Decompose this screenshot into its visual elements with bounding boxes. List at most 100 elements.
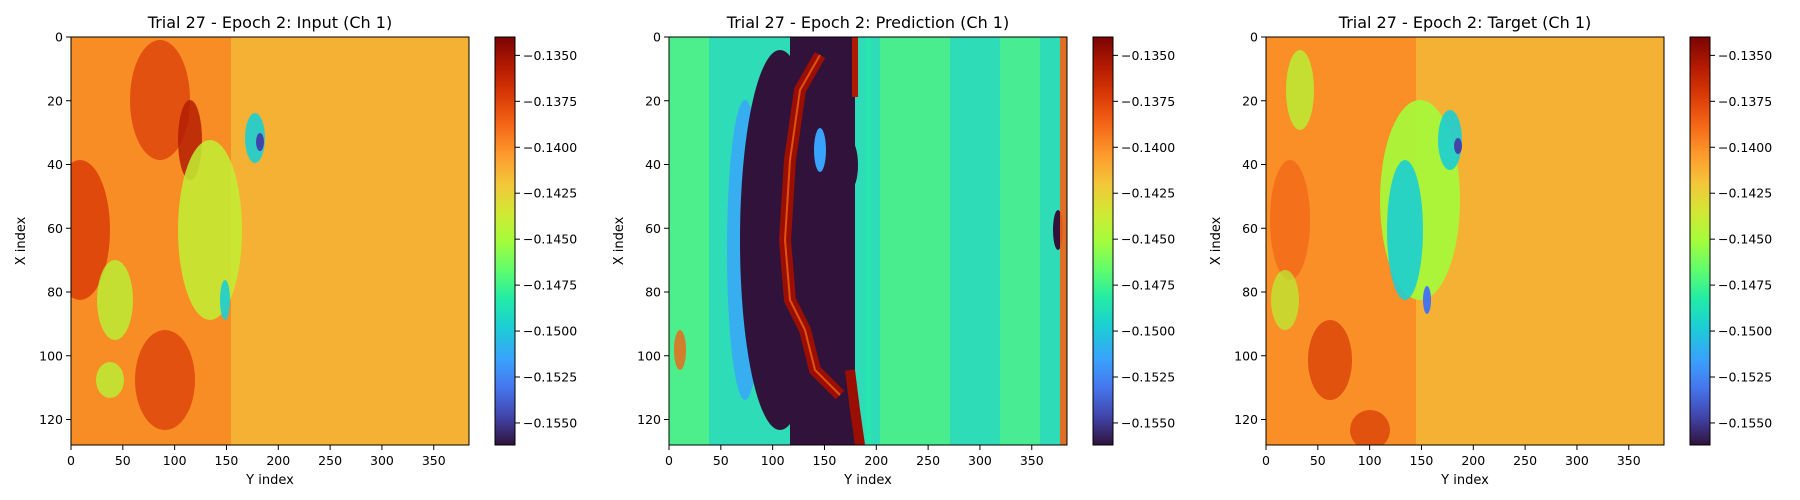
colorbar-tick-label: −0.1425 bbox=[1718, 186, 1772, 201]
panel-title: Trial 27 - Epoch 2: Prediction (Ch 1) bbox=[726, 13, 1009, 32]
y-tick-label: 0 bbox=[1250, 30, 1258, 45]
colorbar-tick-label: −0.1450 bbox=[1718, 232, 1772, 247]
x-tick-label: 150 bbox=[813, 453, 837, 468]
red-filament bbox=[845, 369, 865, 445]
plot-frame bbox=[668, 36, 1068, 446]
colorbar-tick-label: −0.1400 bbox=[1718, 140, 1772, 155]
colorbar-tick-label: −0.1475 bbox=[523, 278, 577, 293]
colorbar-tick-label: −0.1425 bbox=[523, 186, 577, 201]
x-tick-label: 200 bbox=[1461, 453, 1485, 468]
colorbar-tick-label: −0.1525 bbox=[1718, 370, 1772, 385]
plot-frame bbox=[1265, 36, 1665, 446]
panel-target: Trial 27 - Epoch 2: Target (Ch 1) 0 50 100… bbox=[1209, 13, 1772, 488]
y-tick-label: 40 bbox=[47, 157, 63, 172]
y-tick-label: 100 bbox=[637, 348, 661, 363]
x-tick-label: 100 bbox=[1358, 453, 1382, 468]
x-tick-label: 350 bbox=[1617, 453, 1641, 468]
hot-spot bbox=[1270, 160, 1310, 280]
red-filament bbox=[783, 54, 841, 396]
panel-title: Trial 27 - Epoch 2: Target (Ch 1) bbox=[1338, 13, 1591, 32]
colorbar-tick-label: −0.1450 bbox=[1121, 232, 1175, 247]
heatmap-field bbox=[1266, 37, 1664, 445]
x-tick-label: 250 bbox=[318, 453, 342, 468]
colorbar-tick-label: −0.1400 bbox=[523, 140, 577, 155]
x-tick-label: 150 bbox=[215, 453, 239, 468]
y-tick-label: 60 bbox=[47, 221, 63, 236]
y-tick-label: 0 bbox=[653, 30, 661, 45]
x-tick-label: 250 bbox=[1513, 453, 1537, 468]
y-tick-label: 40 bbox=[645, 157, 661, 172]
x-tick-label: 50 bbox=[1310, 453, 1326, 468]
hot-spot bbox=[71, 160, 110, 300]
y-tick-label: 80 bbox=[47, 285, 63, 300]
x-tick-label: 350 bbox=[1020, 453, 1044, 468]
y-tick-label: 20 bbox=[47, 93, 63, 108]
colorbar-ticks: −0.1350 −0.1375 −0.1400 −0.1425 −0.1450 −0.14… bbox=[1113, 48, 1175, 430]
colorbar-ticks: −0.1350 −0.1375 −0.1400 −0.1425 −0.1450 −0.14… bbox=[1710, 48, 1772, 430]
green-blob bbox=[1271, 270, 1299, 330]
y-tick-label: 100 bbox=[39, 348, 63, 363]
colorbar-tick-label: −0.1350 bbox=[1718, 48, 1772, 63]
y-tick-label: 20 bbox=[1242, 93, 1258, 108]
colorbar-tick-label: −0.1375 bbox=[1718, 94, 1772, 109]
colorbar-tick-label: −0.1450 bbox=[523, 232, 577, 247]
hot-spot bbox=[1308, 320, 1352, 400]
x-tick-label: 100 bbox=[761, 453, 785, 468]
x-axis-label: Y index bbox=[843, 473, 892, 488]
x-ticks: 0 50 100 150 200 250 300 350 bbox=[67, 445, 446, 468]
colorbar-tick-label: −0.1500 bbox=[523, 324, 577, 339]
x-ticks: 0 50 100 150 200 250 300 350 bbox=[665, 445, 1044, 468]
hot-spot bbox=[130, 40, 190, 160]
x-axis-label: Y index bbox=[1440, 473, 1489, 488]
hot-spot bbox=[135, 330, 195, 430]
y-ticks: 0 20 40 60 80 100 120 bbox=[1234, 30, 1266, 427]
right-edge-band bbox=[1060, 37, 1067, 445]
heatmap-field bbox=[71, 37, 469, 445]
colorbar-tick-label: −0.1475 bbox=[1121, 278, 1175, 293]
blue-spot bbox=[842, 140, 858, 190]
x-tick-label: 250 bbox=[916, 453, 940, 468]
x-tick-label: 0 bbox=[1262, 453, 1270, 468]
x-ticks: 0 50 100 150 200 250 300 350 bbox=[1262, 445, 1641, 468]
x-tick-label: 200 bbox=[864, 453, 888, 468]
colorbar-ticks: −0.1350 −0.1375 −0.1400 −0.1425 −0.1450 −0.14… bbox=[515, 48, 577, 430]
x-tick-label: 100 bbox=[163, 453, 187, 468]
x-tick-label: 0 bbox=[665, 453, 673, 468]
y-tick-label: 40 bbox=[1242, 157, 1258, 172]
green-band bbox=[1000, 37, 1040, 445]
colorbar-tick-label: −0.1525 bbox=[523, 370, 577, 385]
cyan-region bbox=[1387, 160, 1423, 300]
colorbar-tick-label: −0.1400 bbox=[1121, 140, 1175, 155]
colorbar-tick-label: −0.1375 bbox=[1121, 94, 1175, 109]
x-tick-label: 50 bbox=[115, 453, 131, 468]
y-tick-label: 100 bbox=[1234, 348, 1258, 363]
y-ticks: 0 20 40 60 80 100 120 bbox=[39, 30, 71, 427]
y-axis-label: X index bbox=[612, 216, 627, 265]
heatmap-field bbox=[669, 37, 1067, 445]
red-spot bbox=[674, 330, 686, 370]
y-ticks: 0 20 40 60 80 100 120 bbox=[637, 30, 669, 427]
cyan-region bbox=[1438, 110, 1462, 170]
blue-spot bbox=[814, 128, 826, 172]
colorbar-tick-label: −0.1425 bbox=[1121, 186, 1175, 201]
x-tick-label: 150 bbox=[1410, 453, 1434, 468]
panel-title: Trial 27 - Epoch 2: Input (Ch 1) bbox=[147, 13, 392, 32]
x-tick-label: 50 bbox=[713, 453, 729, 468]
colorbar bbox=[1092, 36, 1114, 446]
y-tick-label: 0 bbox=[55, 30, 63, 45]
cyan-stripe bbox=[866, 37, 871, 445]
blue-core bbox=[256, 133, 264, 151]
panel-input: Trial 27 - Epoch 2: Input (Ch 1) 0 50 100 1… bbox=[14, 13, 577, 488]
colorbar-tick-label: −0.1475 bbox=[1718, 278, 1772, 293]
y-tick-label: 20 bbox=[645, 93, 661, 108]
x-tick-label: 200 bbox=[266, 453, 290, 468]
green-blob bbox=[97, 260, 133, 340]
y-tick-label: 120 bbox=[637, 412, 661, 427]
colorbar-tick-label: −0.1350 bbox=[1121, 48, 1175, 63]
x-tick-label: 300 bbox=[370, 453, 394, 468]
colorbar-tick-label: −0.1550 bbox=[1121, 415, 1175, 430]
y-tick-label: 80 bbox=[645, 285, 661, 300]
y-tick-label: 60 bbox=[1242, 221, 1258, 236]
red-stripe bbox=[852, 37, 858, 97]
